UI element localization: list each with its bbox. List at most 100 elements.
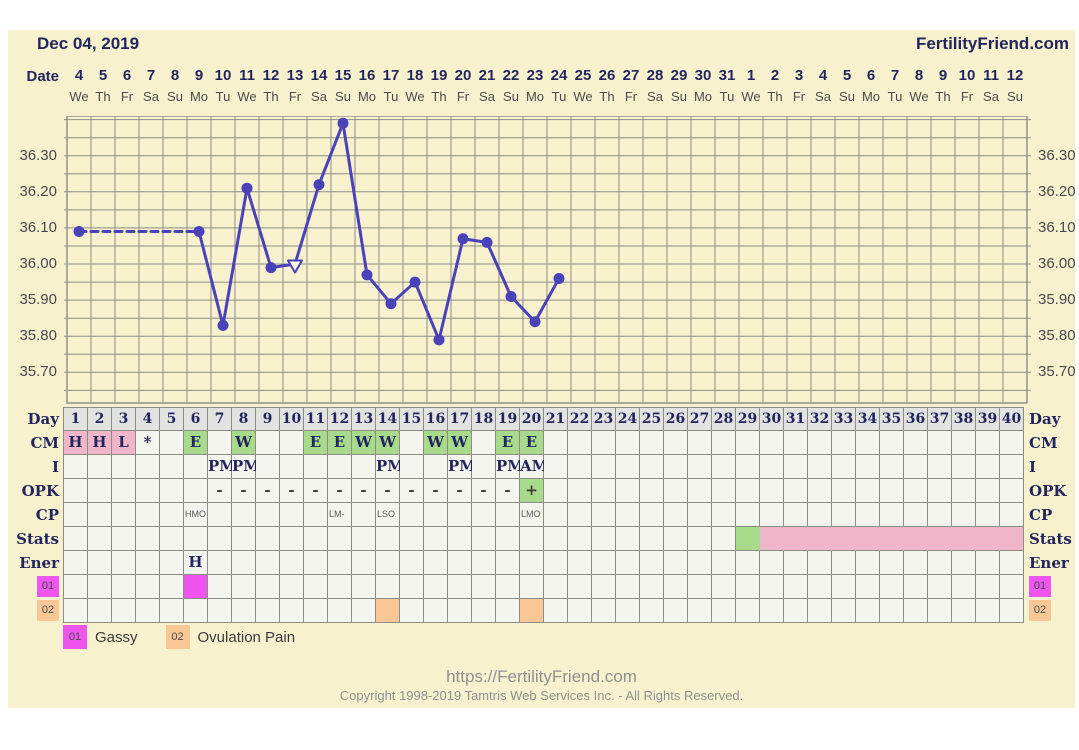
temp-point[interactable] <box>241 182 253 194</box>
day-cell-day-38[interactable]: 38 <box>952 407 976 431</box>
temp-point[interactable] <box>265 262 277 274</box>
day-cell-day-14[interactable]: 14 <box>376 407 400 431</box>
day-cell-day-17[interactable]: 17 <box>448 407 472 431</box>
day-cell-day-3[interactable]: 3 <box>112 407 136 431</box>
temp-point[interactable] <box>481 236 493 248</box>
cm-cell-day-12: E <box>328 431 352 455</box>
day-cell-day-29[interactable]: 29 <box>736 407 760 431</box>
site-logo-link[interactable]: FertilityFriend.com <box>915 34 1069 53</box>
date-number-cell: 10 <box>958 67 976 84</box>
cp-cell-day-5 <box>160 503 184 527</box>
day-cell-day-5[interactable]: 5 <box>160 407 184 431</box>
discarded-temp-marker[interactable] <box>287 259 303 274</box>
day-cell-day-36[interactable]: 36 <box>904 407 928 431</box>
weekday-cell: Fr <box>960 89 974 104</box>
temp-point[interactable] <box>409 276 421 288</box>
day-cell-day-7[interactable]: 7 <box>208 407 232 431</box>
row-label-s02: 02 <box>1024 599 1079 623</box>
temp-point[interactable] <box>193 226 205 238</box>
day-cell-day-26[interactable]: 26 <box>664 407 688 431</box>
day-cell-day-22[interactable]: 22 <box>568 407 592 431</box>
s01-cell-day-8 <box>232 575 256 599</box>
temp-point[interactable] <box>553 272 565 284</box>
s01-cell-day-21 <box>544 575 568 599</box>
temp-point[interactable] <box>73 226 85 238</box>
i-cell-day-26 <box>664 455 688 479</box>
day-cell-day-18[interactable]: 18 <box>472 407 496 431</box>
day-cell-day-2[interactable]: 2 <box>88 407 112 431</box>
day-cell-day-16[interactable]: 16 <box>424 407 448 431</box>
temp-point[interactable] <box>457 233 469 245</box>
day-cell-day-25[interactable]: 25 <box>640 407 664 431</box>
s02-cell-day-34 <box>856 599 880 623</box>
temp-point[interactable] <box>385 298 397 310</box>
day-cell-day-13[interactable]: 13 <box>352 407 376 431</box>
day-cell-day-11[interactable]: 11 <box>304 407 328 431</box>
day-cell-day-21[interactable]: 21 <box>544 407 568 431</box>
temp-point[interactable] <box>361 269 373 281</box>
day-cell-day-40[interactable]: 40 <box>1000 407 1024 431</box>
temp-point[interactable] <box>217 319 229 331</box>
cp-cell-day-14: LSO <box>376 503 400 527</box>
cm-cell-day-35 <box>880 431 904 455</box>
s02-cell-day-1 <box>64 599 88 623</box>
temp-point[interactable] <box>529 316 541 328</box>
opk-cell-day-27 <box>688 479 712 503</box>
day-cell-day-19[interactable]: 19 <box>496 407 520 431</box>
cp-cell-day-20: LMO <box>520 503 544 527</box>
y-axis-label-right: 36.20 <box>1038 182 1076 200</box>
day-cell-day-37[interactable]: 37 <box>928 407 952 431</box>
date-number-cell: 11 <box>983 67 999 84</box>
opk-cell-day-18: - <box>472 479 496 503</box>
day-cell-day-20[interactable]: 20 <box>520 407 544 431</box>
date-number-cell: 17 <box>382 67 400 84</box>
footer-site-link[interactable]: https://FertilityFriend.com <box>446 667 637 686</box>
day-cell-day-28[interactable]: 28 <box>712 407 736 431</box>
cp-cell-day-24 <box>616 503 640 527</box>
y-axis-label-left: 36.30 <box>19 146 57 164</box>
s02-cell-day-36 <box>904 599 928 623</box>
day-cell-day-27[interactable]: 27 <box>688 407 712 431</box>
cp-cell-day-31 <box>784 503 808 527</box>
day-cell-day-35[interactable]: 35 <box>880 407 904 431</box>
i-cell-day-9 <box>256 455 280 479</box>
day-cell-day-39[interactable]: 39 <box>976 407 1000 431</box>
day-cell-day-31[interactable]: 31 <box>784 407 808 431</box>
day-cell-day-10[interactable]: 10 <box>280 407 304 431</box>
stats-cell-day-18 <box>472 527 496 551</box>
day-cell-day-12[interactable]: 12 <box>328 407 352 431</box>
ener-cell-day-23 <box>592 551 616 575</box>
temp-line <box>485 240 513 299</box>
day-cell-day-23[interactable]: 23 <box>592 407 616 431</box>
row-label-cp: CP <box>35 506 59 524</box>
day-cell-day-34[interactable]: 34 <box>856 407 880 431</box>
stats-cell-day-14 <box>376 527 400 551</box>
s01-cell-day-27 <box>688 575 712 599</box>
day-cell-day-24[interactable]: 24 <box>616 407 640 431</box>
temp-point[interactable] <box>337 117 349 129</box>
day-cell-day-8[interactable]: 8 <box>232 407 256 431</box>
day-cell-day-33[interactable]: 33 <box>832 407 856 431</box>
s01-cell-day-6 <box>184 575 208 599</box>
day-cell-day-30[interactable]: 30 <box>760 407 784 431</box>
day-cell-day-1[interactable]: 1 <box>64 407 88 431</box>
temp-point[interactable] <box>313 179 325 191</box>
cm-cell-day-14: W <box>376 431 400 455</box>
day-cell-day-4[interactable]: 4 <box>136 407 160 431</box>
weekday-cell: We <box>405 89 425 104</box>
day-cell-day-32[interactable]: 32 <box>808 407 832 431</box>
i-cell-day-12 <box>328 455 352 479</box>
temp-point[interactable] <box>433 334 445 346</box>
opk-cell-day-19: - <box>496 479 520 503</box>
opk-cell-day-2 <box>88 479 112 503</box>
s02-cell-day-29 <box>736 599 760 623</box>
day-cell-day-6[interactable]: 6 <box>184 407 208 431</box>
opk-cell-day-11: - <box>304 479 328 503</box>
day-cell-day-9[interactable]: 9 <box>256 407 280 431</box>
stats-cell-day-15 <box>400 527 424 551</box>
i-cell-day-34 <box>856 455 880 479</box>
day-cell-day-15[interactable]: 15 <box>400 407 424 431</box>
s02-cell-day-20 <box>520 599 544 623</box>
temp-point[interactable] <box>505 291 517 303</box>
ener-cell-day-10 <box>280 551 304 575</box>
